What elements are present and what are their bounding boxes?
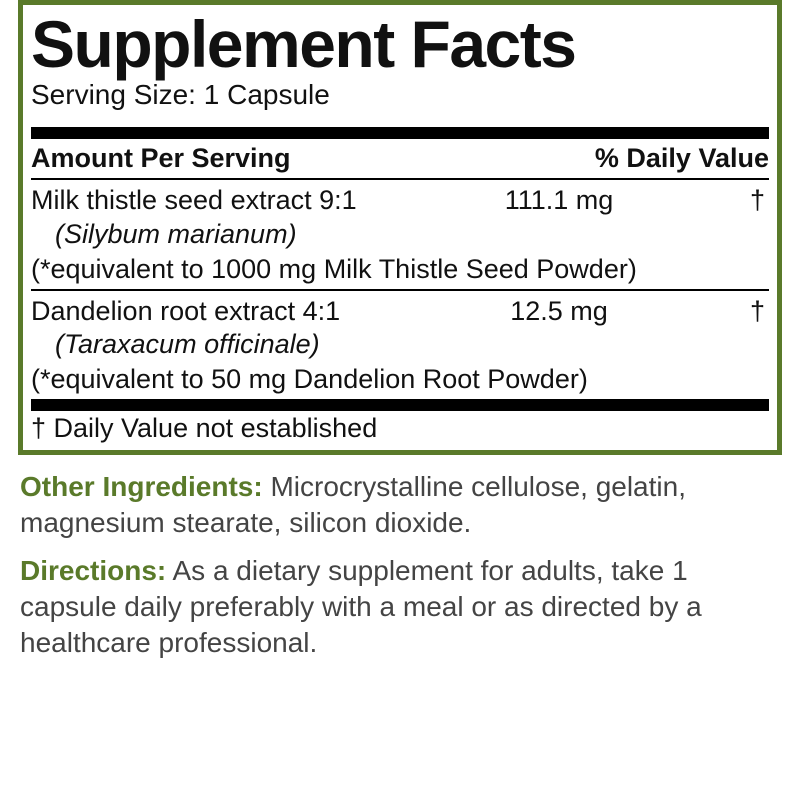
col-header-daily-value: % Daily Value <box>589 143 769 174</box>
ingredient-equivalent: (*equivalent to 1000 mg Milk Thistle See… <box>31 252 769 287</box>
ingredient-row: Milk thistle seed extract 9:1 111.1 mg † <box>31 184 769 218</box>
other-ingredients-paragraph: Other Ingredients: Microcrystalline cell… <box>20 469 780 541</box>
ingredient-block: Milk thistle seed extract 9:1 111.1 mg †… <box>31 180 769 289</box>
col-header-amount-per-serving: Amount Per Serving <box>31 143 409 174</box>
panel-title: Supplement Facts <box>31 11 769 77</box>
rule-top-thick <box>31 127 769 139</box>
ingredient-name: Milk thistle seed extract 9:1 <box>31 184 469 218</box>
supplement-facts-panel: Supplement Facts Serving Size: 1 Capsule… <box>18 0 782 455</box>
column-header-row: Amount Per Serving % Daily Value <box>31 139 769 178</box>
other-ingredients-label: Other Ingredients: <box>20 471 263 502</box>
ingredient-amount: 111.1 mg <box>469 184 649 218</box>
ingredient-name: Dandelion root extract 4:1 <box>31 295 469 329</box>
ingredient-block: Dandelion root extract 4:1 12.5 mg † (Ta… <box>31 291 769 400</box>
ingredient-amount: 12.5 mg <box>469 295 649 329</box>
ingredient-daily-value: † <box>649 295 769 329</box>
ingredient-row: Dandelion root extract 4:1 12.5 mg † <box>31 295 769 329</box>
page-root: Supplement Facts Serving Size: 1 Capsule… <box>0 0 800 800</box>
directions-paragraph: Directions: As a dietary supplement for … <box>20 553 780 660</box>
ingredient-latin: (Taraxacum officinale) <box>31 328 769 362</box>
rule-bottom-thick <box>31 399 769 411</box>
ingredient-equivalent: (*equivalent to 50 mg Dandelion Root Pow… <box>31 362 769 397</box>
below-panel-text: Other Ingredients: Microcrystalline cell… <box>18 455 782 660</box>
ingredient-daily-value: † <box>649 184 769 218</box>
ingredient-latin: (Silybum marianum) <box>31 218 769 252</box>
dagger-footnote: † Daily Value not established <box>31 411 769 446</box>
serving-size: Serving Size: 1 Capsule <box>31 79 769 111</box>
col-header-spacer <box>409 143 589 174</box>
directions-label: Directions: <box>20 555 166 586</box>
